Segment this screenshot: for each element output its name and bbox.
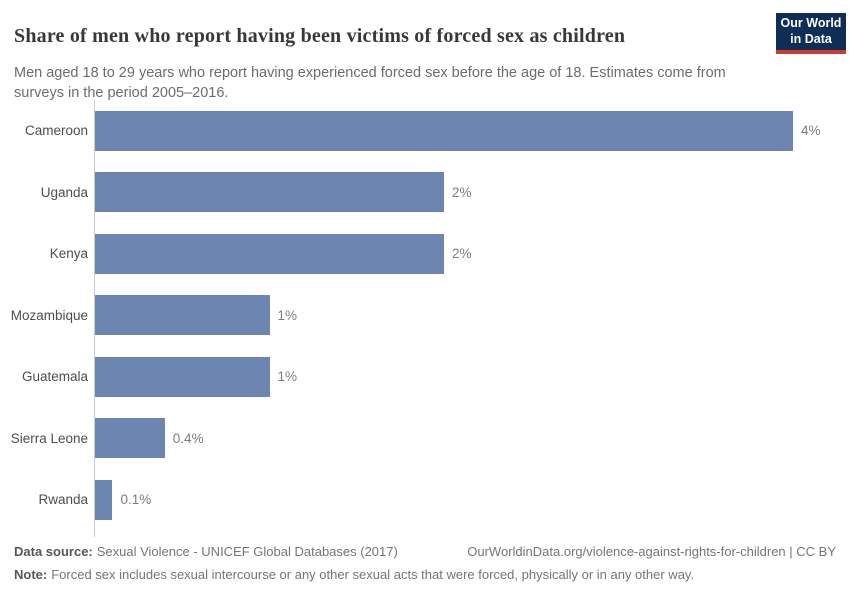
category-label: Cameroon (24, 123, 88, 139)
bar-area: 0.4% (95, 418, 850, 459)
bar-row: Kenya 2% (0, 223, 850, 285)
category-label: Uganda (40, 184, 88, 200)
owid-logo-line1: Our World (780, 16, 842, 30)
footer-source-row: Data source: Sexual Violence - UNICEF Glo… (14, 543, 836, 560)
data-source-label: Data source: (14, 544, 93, 559)
bar[interactable] (95, 233, 444, 274)
bar[interactable] (95, 172, 444, 213)
bar[interactable] (95, 295, 270, 336)
bar-area: 0.1% (95, 479, 850, 520)
bar-rows: Cameroon 4% Uganda 2% Kenya 2% Mozambiqu… (0, 100, 850, 531)
category-label: Guatemala (21, 369, 88, 385)
bar-row: Uganda 2% (0, 162, 850, 224)
bar[interactable] (95, 418, 165, 459)
owid-url-link[interactable]: OurWorldinData.org/violence-against-righ… (467, 544, 836, 559)
value-label: 1% (277, 369, 298, 385)
chart-footer: Data source: Sexual Violence - UNICEF Glo… (14, 543, 836, 583)
owid-logo[interactable]: Our World in Data (776, 13, 846, 54)
note-line: Note: Forced sex includes sexual intercou… (14, 566, 836, 583)
value-label: 0.1% (120, 492, 152, 508)
bar-area: 1% (95, 356, 850, 397)
bar-area: 2% (95, 233, 850, 274)
bar-chart: Cameroon 4% Uganda 2% Kenya 2% Mozambiqu… (0, 100, 850, 538)
category-label: Sierra Leone (10, 430, 88, 446)
data-source-text: Sexual Violence - UNICEF Global Database… (96, 544, 398, 559)
bar[interactable] (95, 479, 113, 520)
category-label: Rwanda (38, 492, 88, 508)
bar-area: 4% (95, 110, 850, 151)
value-label: 0.4% (172, 430, 204, 446)
note-text: Forced sex includes sexual intercourse o… (51, 567, 695, 582)
y-axis-line (94, 100, 95, 537)
bar-area: 2% (95, 172, 850, 213)
bar[interactable] (95, 356, 270, 397)
owid-logo-line2: in Data (790, 32, 832, 46)
bar-row: Rwanda 0.1% (0, 469, 850, 531)
value-label: 2% (452, 246, 472, 262)
bar-area: 1% (95, 295, 850, 336)
bar-row: Guatemala 1% (0, 346, 850, 408)
bar[interactable] (95, 110, 793, 151)
bar-row: Cameroon 4% (0, 100, 850, 162)
bar-row: Sierra Leone 0.4% (0, 408, 850, 470)
bar-row: Mozambique 1% (0, 285, 850, 347)
note-label: Note: (14, 567, 48, 582)
category-label: Kenya (49, 246, 88, 262)
value-label: 4% (801, 123, 821, 139)
value-label: 2% (452, 184, 472, 200)
chart-title: Share of men who report having been vict… (14, 25, 626, 48)
chart-subtitle: Men aged 18 to 29 years who report havin… (14, 64, 726, 101)
value-label: 1% (277, 307, 298, 323)
category-label: Mozambique (10, 307, 88, 323)
data-source-line: Data source: Sexual Violence - UNICEF Glo… (14, 543, 398, 560)
